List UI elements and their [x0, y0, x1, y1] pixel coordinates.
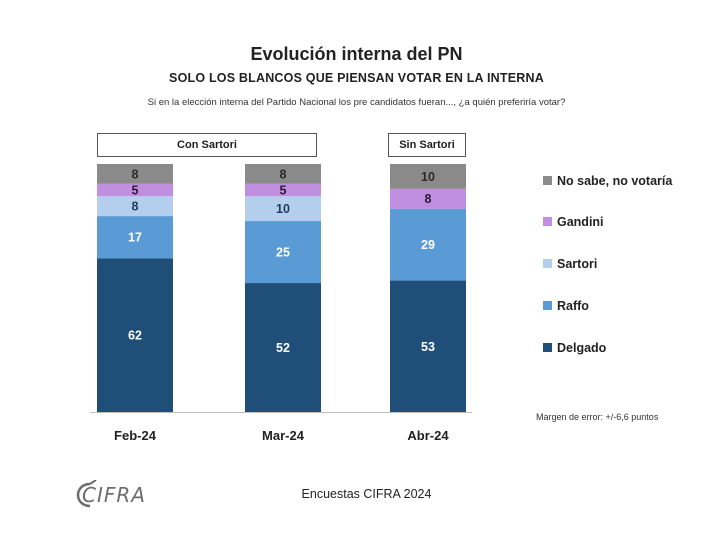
legend-label-delgado: Delgado	[557, 341, 607, 355]
bar-delgado-abr-24	[390, 280, 466, 412]
x-tick-label-abr-24: Abr-24	[407, 428, 449, 443]
bar-gandini-feb-24	[97, 183, 173, 197]
legend-swatch-no-sabe-no-votar-a	[543, 176, 552, 185]
stacked-bar-chart: 62 17 8 5 8 Feb-24 52 25 10 5 8 Mar-24 53 29 8 10 Abr-24…	[90, 164, 673, 443]
data-label-gandini-mar-24: 5	[280, 184, 287, 198]
data-label-no-sabe-no-votar-a-feb-24: 8	[132, 167, 139, 181]
data-label-delgado-feb-24: 62	[128, 329, 142, 343]
chart-title: Evolución interna del PN	[250, 44, 463, 64]
legend-label-sartori: Sartori	[557, 257, 597, 271]
bar-sartori-feb-24	[97, 196, 173, 217]
cifra-logo	[76, 480, 97, 508]
bar-no-sabe-no-votar-a-abr-24	[390, 164, 466, 189]
data-label-gandini-abr-24: 8	[425, 192, 432, 206]
data-label-delgado-abr-24: 53	[421, 340, 435, 354]
survey-question: Si en la elección interna del Partido Na…	[147, 97, 566, 108]
footer-source: Encuestas CIFRA 2024	[301, 487, 432, 501]
data-label-no-sabe-no-votar-a-mar-24: 8	[280, 167, 287, 181]
legend-label-raffo: Raffo	[557, 299, 589, 313]
data-label-delgado-mar-24: 52	[276, 341, 290, 355]
chart-subtitle: SOLO LOS BLANCOS QUE PIENSAN VOTAR EN LA…	[169, 71, 544, 85]
bar-no-sabe-no-votar-a-feb-24	[97, 164, 173, 184]
legend-swatch-delgado	[543, 343, 552, 352]
bar-no-sabe-no-votar-a-mar-24	[245, 164, 321, 184]
bar-gandini-mar-24	[245, 183, 321, 197]
margin-of-error-note: Margen de error: +/-6,6 puntos	[536, 412, 659, 422]
legend-label-gandini: Gandini	[557, 215, 604, 229]
group-label-con-sartori: Con Sartori	[97, 133, 317, 157]
bar-raffo-abr-24	[390, 208, 466, 281]
data-label-raffo-feb-24: 17	[128, 231, 142, 245]
bar-gandini-abr-24	[390, 188, 466, 209]
data-label-sartori-feb-24: 8	[132, 200, 139, 214]
bar-delgado-mar-24	[245, 283, 321, 412]
cifra-logo-text: CIFRA	[82, 483, 146, 507]
bar-raffo-feb-24	[97, 216, 173, 259]
bar-raffo-mar-24	[245, 221, 321, 284]
data-label-sartori-mar-24: 10	[276, 202, 290, 216]
x-tick-label-mar-24: Mar-24	[262, 428, 305, 443]
x-tick-label-feb-24: Feb-24	[114, 428, 157, 443]
bar-delgado-feb-24	[97, 258, 173, 412]
data-label-no-sabe-no-votar-a-abr-24: 10	[421, 170, 435, 184]
data-label-raffo-abr-24: 29	[421, 238, 435, 252]
legend-swatch-raffo	[543, 301, 552, 310]
legend-label-no-sabe-no-votar-a: No sabe, no votaría	[557, 174, 673, 188]
data-label-gandini-feb-24: 5	[132, 184, 139, 198]
legend-swatch-sartori	[543, 259, 552, 268]
group-label-sin-sartori: Sin Sartori	[388, 133, 466, 157]
legend-swatch-gandini	[543, 217, 552, 226]
bar-sartori-mar-24	[245, 196, 321, 222]
data-label-raffo-mar-24: 25	[276, 246, 290, 260]
